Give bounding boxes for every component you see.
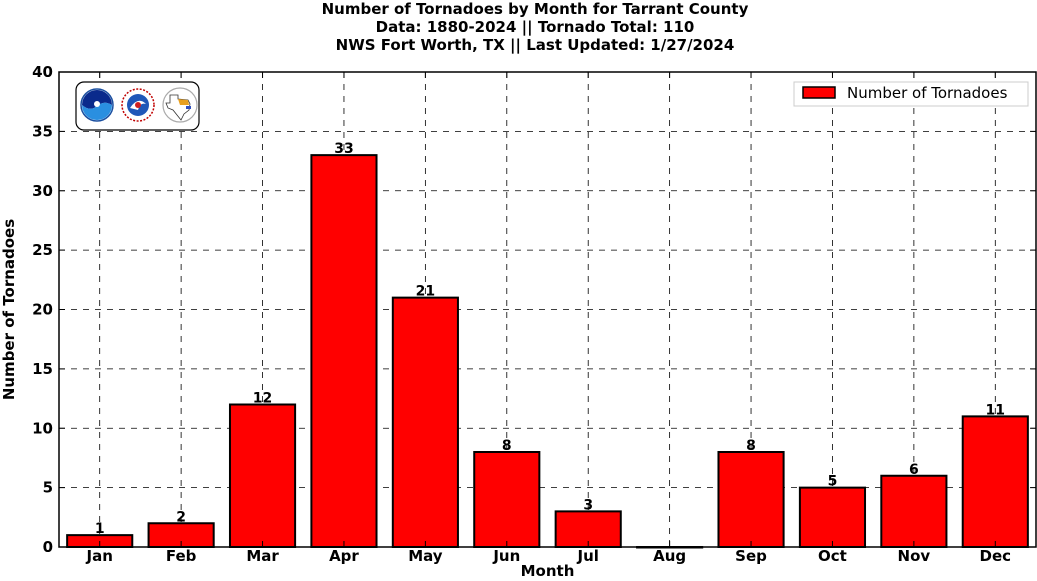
bar-dec — [961, 415, 1029, 548]
bar-value-label: 8 — [746, 438, 756, 454]
x-tick-label: Jul — [577, 547, 599, 565]
x-tick-label: Jun — [492, 547, 520, 565]
title-line-3: NWS Fort Worth, TX || Last Updated: 1/27… — [335, 36, 735, 54]
y-tick-label: 30 — [32, 182, 53, 200]
bar-value-label: 2 — [176, 509, 186, 525]
y-tick-label: 25 — [32, 241, 53, 259]
y-tick-label: 40 — [32, 63, 53, 81]
bar-value-label: 21 — [416, 284, 435, 300]
y-tick-label: 5 — [43, 479, 53, 497]
bar-value-label: 8 — [502, 438, 512, 454]
x-tick-label: Dec — [980, 547, 1012, 565]
logo-box — [75, 81, 200, 131]
bars — [66, 154, 1029, 549]
title-line-2: Data: 1880-2024 || Tornado Total: 110 — [375, 18, 695, 36]
x-tick-label: Jan — [86, 547, 113, 565]
y-tick-label: 35 — [32, 122, 53, 140]
bar-may — [391, 296, 459, 548]
y-tick-label: 15 — [32, 360, 53, 378]
x-tick-label: Nov — [898, 547, 931, 565]
bar-jun — [473, 451, 541, 548]
x-tick-label: Mar — [246, 547, 279, 565]
x-tick-label: Sep — [735, 547, 767, 565]
bar-oct — [798, 486, 867, 548]
title-line-1: Number of Tornadoes by Month for Tarrant… — [321, 0, 749, 18]
bar-value-label: 6 — [909, 462, 919, 478]
x-axis-ticks: Jan Feb Mar Apr May Jun Jul Aug Sep Oct Nov Dec — [86, 72, 1012, 565]
chart-title: Number of Tornadoes by Month for Tarrant… — [0, 0, 1037, 54]
y-tick-label: 0 — [43, 538, 53, 556]
y-tick-label: 20 — [32, 301, 53, 319]
legend-label: Number of Tornadoes — [847, 84, 1008, 102]
noaa-logo — [80, 88, 114, 122]
x-tick-label: Feb — [166, 547, 197, 565]
y-axis-label: Number of Tornadoes — [0, 219, 18, 400]
x-tick-label: Apr — [329, 547, 359, 565]
x-axis-label: Month — [521, 562, 575, 580]
bar-value-label: 11 — [986, 402, 1005, 418]
x-tick-label: Oct — [818, 547, 847, 565]
bar-value-label: 33 — [334, 141, 353, 157]
y-tick-label: 10 — [32, 419, 53, 437]
nws-logo — [121, 88, 155, 122]
legend-swatch — [802, 86, 836, 99]
bar-value-label: 5 — [828, 474, 838, 490]
bar-value-label: 1 — [95, 521, 105, 537]
texas-map-logo — [162, 87, 198, 123]
bar-value-label: 3 — [583, 497, 593, 513]
bar-value-label: 12 — [253, 391, 272, 407]
bar-nov — [880, 474, 948, 548]
bar-apr — [310, 154, 378, 548]
bar-sep — [717, 451, 785, 548]
legend: Number of Tornadoes — [793, 81, 1029, 107]
x-tick-label: Aug — [653, 547, 686, 565]
bar-mar — [228, 403, 297, 548]
x-tick-label: May — [408, 547, 443, 565]
